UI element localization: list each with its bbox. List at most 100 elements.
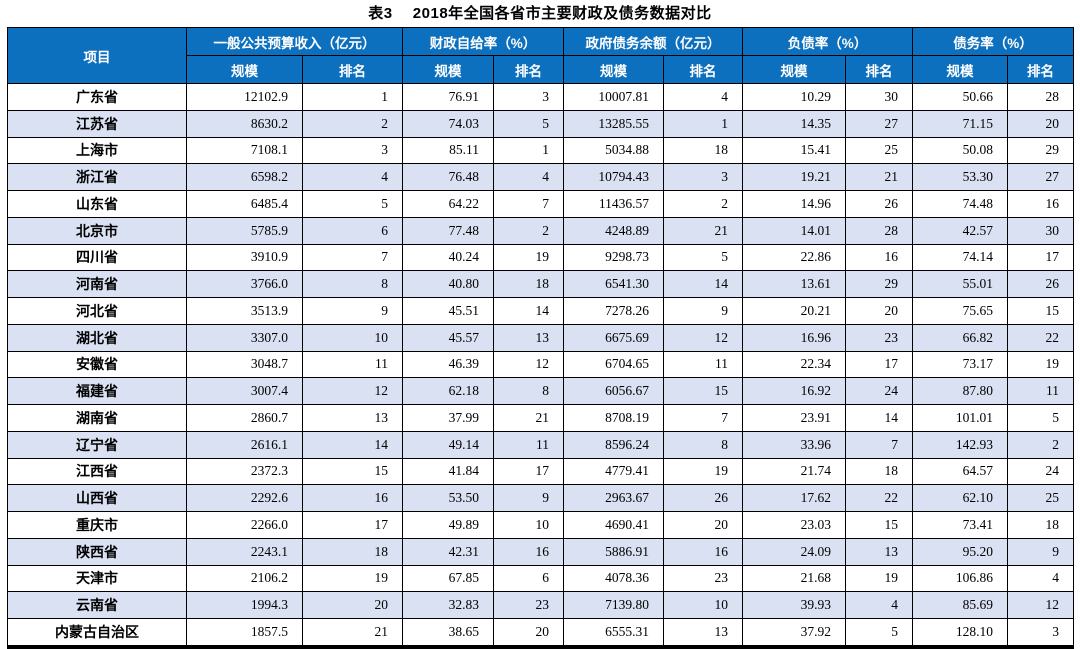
- col-header-scale: 规模: [563, 55, 665, 84]
- table-row: 山西省 2292.6 16 53.50 9 2963.67 26 17.62 22 62.10 25: [7, 484, 1075, 512]
- value-cell: 14.35: [742, 109, 847, 138]
- province-cell: 云南省: [7, 591, 187, 619]
- value-cell: 50.08: [912, 136, 1009, 165]
- value-cell: 77.48: [402, 216, 494, 245]
- value-cell: 2: [663, 190, 744, 218]
- value-cell: 23: [845, 323, 914, 352]
- value-cell: 24: [1007, 457, 1075, 486]
- value-cell: 67.85: [402, 564, 494, 593]
- value-cell: 41.84: [402, 457, 494, 486]
- value-cell: 3513.9: [186, 297, 303, 325]
- col-header-rank: 排名: [845, 55, 914, 84]
- table-row: 湖北省 3307.0 10 45.57 13 6675.69 12 16.96 23 66.82 2…: [7, 323, 1075, 352]
- value-cell: 26: [845, 190, 914, 218]
- value-cell: 71.15: [912, 109, 1009, 138]
- value-cell: 19: [1007, 350, 1075, 379]
- value-cell: 106.86: [912, 564, 1009, 593]
- data-table-wrapper: 项目 一般公共预算收入（亿元） 财政自给率（%） 政府债务余额（亿元） 负债率（…: [7, 27, 1075, 649]
- value-cell: 3: [1007, 618, 1075, 646]
- col-group-debt-ratio: 债务率（%）: [912, 27, 1075, 56]
- province-cell: 河南省: [7, 270, 187, 298]
- province-cell: 安徽省: [7, 350, 187, 379]
- table-row: 陕西省 2243.1 18 42.31 16 5886.91 16 24.09 13 95.20 9: [7, 537, 1075, 566]
- value-cell: 14: [845, 404, 914, 432]
- value-cell: 6555.31: [563, 618, 665, 646]
- province-cell: 江苏省: [7, 109, 187, 138]
- province-cell: 重庆市: [7, 511, 187, 539]
- value-cell: 76.91: [402, 83, 494, 111]
- table-row: 辽宁省 2616.1 14 49.14 11 8596.24 8 33.96 7 142.93 2: [7, 430, 1075, 459]
- table-row: 内蒙古自治区 1857.5 21 38.65 20 6555.31 13 37.92 5 128.…: [7, 618, 1075, 646]
- value-cell: 27: [845, 109, 914, 138]
- value-cell: 7: [845, 430, 914, 459]
- table-row: 四川省 3910.9 7 40.24 19 9298.73 5 22.86 16 74.14 17: [7, 243, 1075, 272]
- value-cell: 6675.69: [563, 323, 665, 352]
- value-cell: 76.48: [402, 163, 494, 191]
- value-cell: 7139.80: [563, 591, 665, 619]
- value-cell: 10.29: [742, 83, 847, 111]
- value-cell: 5: [845, 618, 914, 646]
- value-cell: 6485.4: [186, 190, 303, 218]
- value-cell: 4248.89: [563, 216, 665, 245]
- value-cell: 53.30: [912, 163, 1009, 191]
- value-cell: 73.41: [912, 511, 1009, 539]
- value-cell: 9: [1007, 537, 1075, 566]
- value-cell: 14.96: [742, 190, 847, 218]
- value-cell: 12: [663, 323, 744, 352]
- value-cell: 19: [845, 564, 914, 593]
- value-cell: 21: [663, 216, 744, 245]
- col-header-rank: 排名: [492, 55, 565, 84]
- value-cell: 10: [302, 323, 403, 352]
- value-cell: 7: [302, 243, 403, 272]
- value-cell: 18: [492, 270, 565, 298]
- value-cell: 17.62: [742, 484, 847, 512]
- table-row: 湖南省 2860.7 13 37.99 21 8708.19 7 23.91 14 101.01 5: [7, 404, 1075, 432]
- value-cell: 27: [1007, 163, 1075, 191]
- value-cell: 17: [845, 350, 914, 379]
- value-cell: 6704.65: [563, 350, 665, 379]
- value-cell: 17: [492, 457, 565, 486]
- value-cell: 6598.2: [186, 163, 303, 191]
- value-cell: 14: [663, 270, 744, 298]
- value-cell: 9: [302, 297, 403, 325]
- value-cell: 5: [1007, 404, 1075, 432]
- value-cell: 40.80: [402, 270, 494, 298]
- value-cell: 16: [492, 537, 565, 566]
- value-cell: 13: [663, 618, 744, 646]
- value-cell: 4779.41: [563, 457, 665, 486]
- value-cell: 29: [845, 270, 914, 298]
- value-cell: 74.48: [912, 190, 1009, 218]
- value-cell: 17: [302, 511, 403, 539]
- value-cell: 10: [663, 591, 744, 619]
- value-cell: 21: [492, 404, 565, 432]
- value-cell: 3: [302, 136, 403, 165]
- value-cell: 8630.2: [186, 109, 303, 138]
- value-cell: 28: [1007, 83, 1075, 111]
- value-cell: 16: [663, 537, 744, 566]
- value-cell: 32.83: [402, 591, 494, 619]
- table-row: 山东省 6485.4 5 64.22 7 11436.57 2 14.96 26 74.48 16: [7, 190, 1075, 218]
- value-cell: 101.01: [912, 404, 1009, 432]
- province-cell: 陕西省: [7, 537, 187, 566]
- table-row: 江苏省 8630.2 2 74.03 5 13285.55 1 14.35 27 71.15 20: [7, 109, 1075, 138]
- table-row: 上海市 7108.1 3 85.11 1 5034.88 18 15.41 25 50.08 29: [7, 136, 1075, 165]
- province-cell: 山东省: [7, 190, 187, 218]
- header-sub-row: 规模 排名 规模 排名 规模 排名 规模 排名 规模 排名: [8, 55, 1075, 84]
- value-cell: 4: [845, 591, 914, 619]
- value-cell: 5: [302, 190, 403, 218]
- value-cell: 6056.67: [563, 377, 665, 405]
- province-cell: 山西省: [7, 484, 187, 512]
- value-cell: 7278.26: [563, 297, 665, 325]
- value-cell: 53.50: [402, 484, 494, 512]
- value-cell: 1: [492, 136, 565, 165]
- value-cell: 23: [492, 591, 565, 619]
- table-row: 浙江省 6598.2 4 76.48 4 10794.43 3 19.21 21 53.30 27: [7, 163, 1075, 191]
- value-cell: 21.68: [742, 564, 847, 593]
- value-cell: 20: [492, 618, 565, 646]
- province-cell: 福建省: [7, 377, 187, 405]
- value-cell: 74.03: [402, 109, 494, 138]
- value-cell: 49.14: [402, 430, 494, 459]
- value-cell: 22: [1007, 323, 1075, 352]
- value-cell: 30: [845, 83, 914, 111]
